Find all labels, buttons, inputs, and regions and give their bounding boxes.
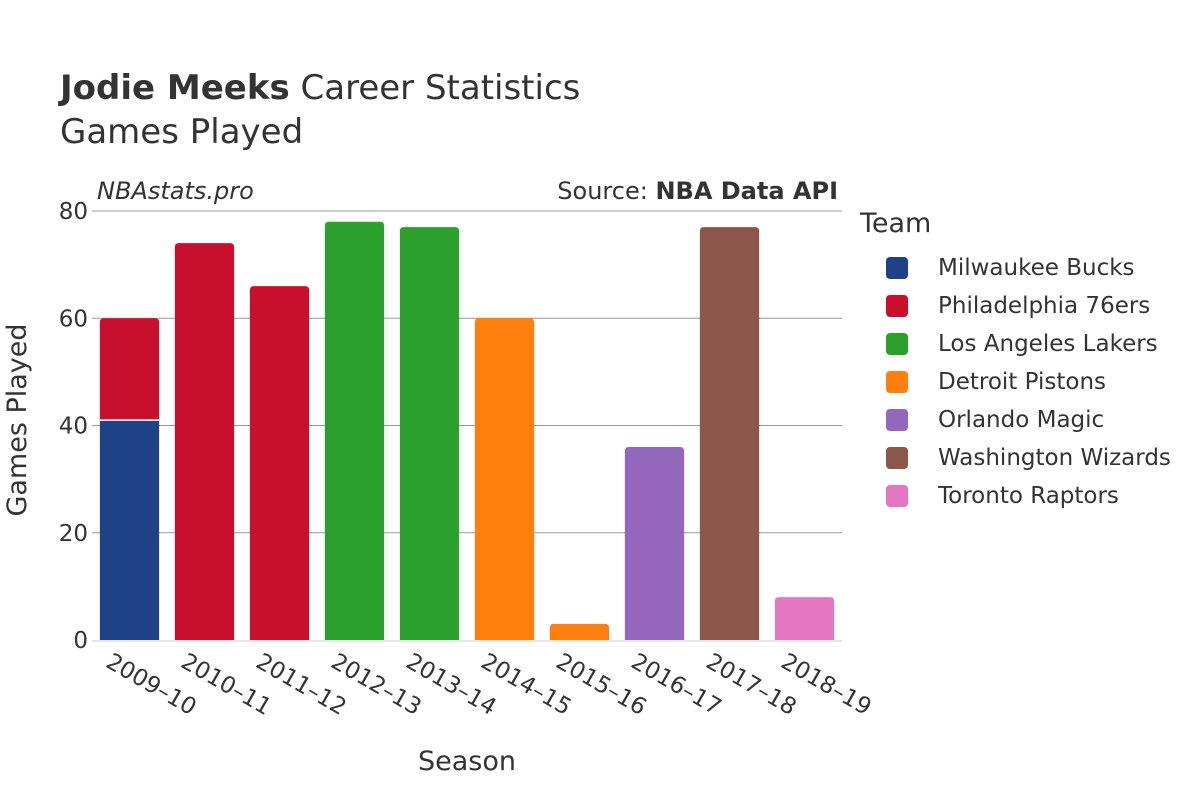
legend-label: Milwaukee Bucks [938, 255, 1135, 281]
bar-2015-16-detroit-pistons [549, 623, 610, 640]
legend-item-detroit-pistons[interactable]: Detroit Pistons [860, 363, 1171, 401]
legend-item-toronto-raptors[interactable]: Toronto Raptors [860, 477, 1171, 515]
x-axis-title: Season [418, 746, 516, 777]
legend-title: Team [860, 208, 932, 239]
chart-subtitle: Games Played [60, 112, 304, 152]
watermark: NBAstats.pro [97, 177, 254, 205]
legend-label: Washington Wizards [938, 445, 1171, 471]
bar-2009-10-philadelphia-76ers [99, 318, 160, 421]
legend-swatch [886, 295, 908, 317]
source-prefix: Source: [557, 177, 656, 205]
legend-item-orlando-magic[interactable]: Orlando Magic [860, 401, 1171, 439]
title-suffix: Career Statistics [300, 68, 581, 108]
bar-2014-15-detroit-pistons [474, 318, 535, 640]
bar-2016-17-orlando-magic [624, 446, 685, 640]
legend-item-los-angeles-lakers[interactable]: Los Angeles Lakers [860, 325, 1171, 363]
bar-2013-14-los-angeles-lakers [399, 227, 460, 640]
y-tick-label: 0 [73, 628, 88, 654]
chart-title: Jodie Meeks Career Statistics [60, 68, 580, 108]
legend-item-milwaukee-bucks[interactable]: Milwaukee Bucks [860, 249, 1171, 287]
bar-2011-12-philadelphia-76ers [249, 286, 310, 640]
legend: Team Milwaukee Bucks Philadelphia 76ers Lo… [860, 208, 1171, 515]
legend-item-washington-wizards[interactable]: Washington Wizards [860, 439, 1171, 477]
y-tick-label: 20 [59, 521, 88, 547]
y-tick-label: 60 [59, 306, 88, 332]
legend-label: Philadelphia 76ers [938, 293, 1151, 319]
y-axis-title: Games Played [2, 323, 33, 516]
legend-items: Milwaukee Bucks Philadelphia 76ers Los Ang… [860, 249, 1171, 515]
source-name: NBA Data API [655, 177, 838, 205]
bar-2018-19-toronto-raptors [774, 597, 835, 640]
bar-2012-13-los-angeles-lakers [324, 221, 385, 640]
legend-label: Orlando Magic [938, 407, 1105, 433]
bar-2010-11-philadelphia-76ers [174, 243, 235, 641]
bar-2017-18-washington-wizards [699, 227, 760, 640]
legend-label: Detroit Pistons [938, 369, 1107, 395]
bars [99, 221, 835, 641]
legend-swatch [886, 257, 908, 279]
bar-2009-10-milwaukee-bucks [99, 420, 160, 640]
source-label: Source: NBA Data API [557, 177, 838, 205]
legend-swatch [886, 485, 908, 507]
legend-item-philadelphia-76ers[interactable]: Philadelphia 76ers [860, 287, 1171, 325]
y-tick-label: 40 [59, 414, 88, 440]
player-name: Jodie Meeks [60, 68, 290, 108]
y-tick-label: 80 [59, 199, 88, 225]
legend-swatch [886, 409, 908, 431]
legend-label: Los Angeles Lakers [938, 331, 1158, 357]
legend-label: Toronto Raptors [938, 483, 1119, 509]
legend-swatch [886, 333, 908, 355]
legend-swatch [886, 371, 908, 393]
legend-swatch [886, 447, 908, 469]
